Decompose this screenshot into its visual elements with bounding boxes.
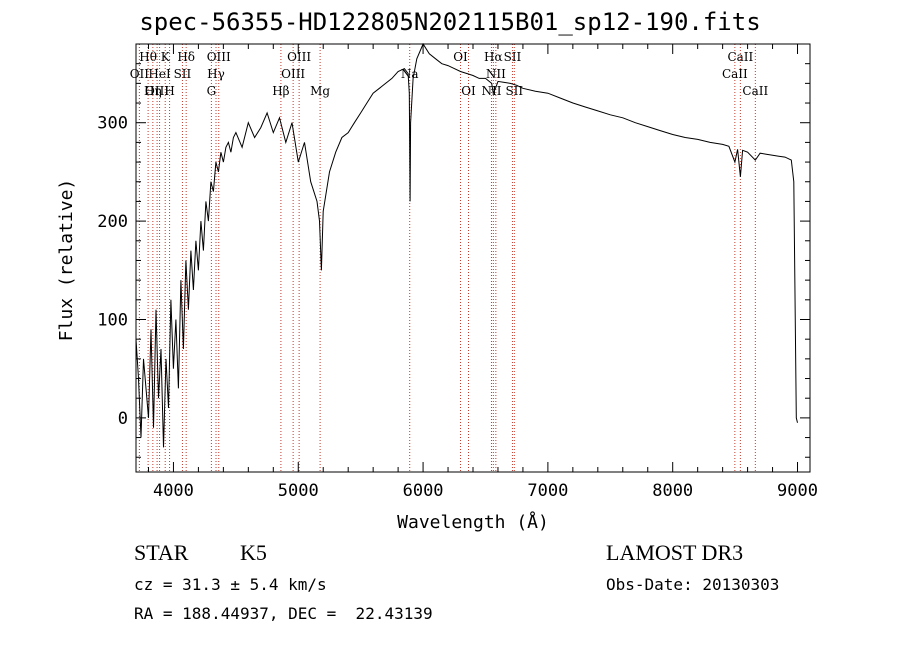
spectral-line-label: NII [486,67,506,81]
spectral-line-label: SII [174,67,192,81]
spectral-line-label: OIII [281,67,305,81]
spectral-line-label: G [207,84,217,98]
spectral-line-label: Hδ [177,50,195,64]
spectral-line-label: OIII [207,50,231,64]
spectral-line-label: OI [461,84,476,98]
spectral-line-label: Hη [144,84,162,98]
spectral-line-label: Hθ [139,50,157,64]
spectral-line-label: NII [481,84,501,98]
spectral-line-label: Mg [310,84,330,98]
x-tick-label: 6000 [403,481,444,501]
spectral-line-markers [138,44,756,472]
obs-date: Obs-Date: 20130303 [606,575,780,594]
spectral-line-label: SII [505,84,523,98]
redshift-text: cz = 31.3 ± 5.4 km/s [134,575,327,594]
spectral-line-label: CaII [727,50,753,64]
spectral-line-label: CaII [722,67,748,81]
spectral-line-label: OI [453,50,468,64]
object-class: STAR [134,540,189,565]
y-tick-label: 300 [97,114,128,134]
spectral-line-label: CaII [742,84,768,98]
y-tick-label: 0 [118,409,128,429]
x-tick-label: 8000 [652,481,693,501]
plot-frame [135,43,811,473]
x-tick-label: 4000 [153,481,194,501]
spectral-line-label: K [161,50,171,64]
y-axis-label: Flux (relative) [56,179,77,342]
x-tick-label: 7000 [527,481,568,501]
x-tick-label: 9000 [777,481,818,501]
survey-name: LAMOST DR3 [606,540,744,565]
spectral-line-label: Hα [484,50,503,64]
spectral-line-label: OIII [145,84,169,98]
spectral-line-label: OIII [287,50,311,64]
spectral-line-label: H [164,84,174,98]
axis-ticks: 4000 5000 6000 7000 8000 9000 0 100 200 300 [97,44,818,501]
x-tick-label: 5000 [278,481,319,501]
spectral-line-label: OII [130,67,150,81]
spectral-line-label: SII [504,50,522,64]
y-tick-label: 100 [97,310,128,330]
spectrum-series [135,42,798,448]
spectrum-line [135,42,798,448]
spectral-line-label: Hγ [207,67,225,81]
chart-title: spec-56355-HD122805N202115B01_sp12-190.f… [139,8,761,36]
object-subclass: K5 [240,540,267,565]
coordinates: RA = 188.44937, DEC = 22.43139 [134,604,433,623]
spectral-line-label: HeI [148,67,171,81]
y-tick-label: 200 [97,212,128,232]
spectral-line-label: Hβ [272,84,289,98]
x-axis-label: Wavelength (Å) [397,511,549,533]
spectral-line-labels: OIIHθHηOIIIHeIKHSIIHδGHγOIIIHβOIIIOIIIMg… [130,50,769,98]
